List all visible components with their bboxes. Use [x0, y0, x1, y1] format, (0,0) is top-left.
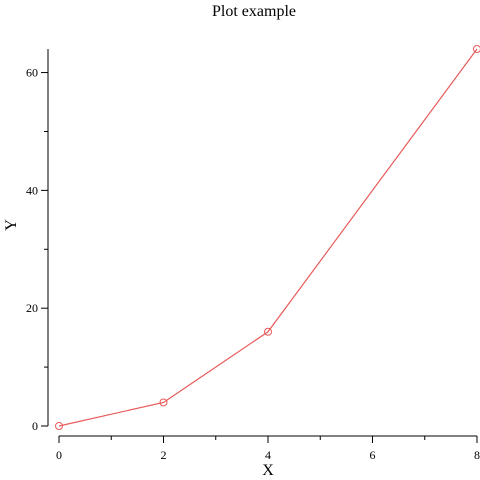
plot-series — [55, 45, 480, 430]
chart-title: Plot example — [212, 3, 296, 20]
series-line — [58, 48, 478, 427]
y-tick-label: 0 — [32, 419, 38, 433]
data-point — [159, 398, 168, 407]
x-tick-label: 2 — [161, 448, 167, 462]
x-axis-ticks: 0 2 4 6 8 — [56, 436, 480, 462]
x-tick-label: 4 — [265, 448, 271, 462]
y-tick-label: 60 — [26, 66, 38, 80]
y-tick-label: 20 — [26, 301, 38, 315]
y-axis-label: Y — [3, 219, 20, 231]
x-axis-label: X — [262, 462, 274, 479]
y-tick-label: 40 — [26, 183, 38, 197]
y-axis-ticks: 0 20 40 60 — [26, 66, 48, 433]
data-point — [264, 327, 272, 336]
x-tick-label: 8 — [474, 448, 480, 462]
x-tick-label: 6 — [370, 448, 376, 462]
data-point — [55, 422, 63, 430]
x-tick-label: 0 — [56, 448, 62, 462]
data-point — [473, 45, 480, 53]
